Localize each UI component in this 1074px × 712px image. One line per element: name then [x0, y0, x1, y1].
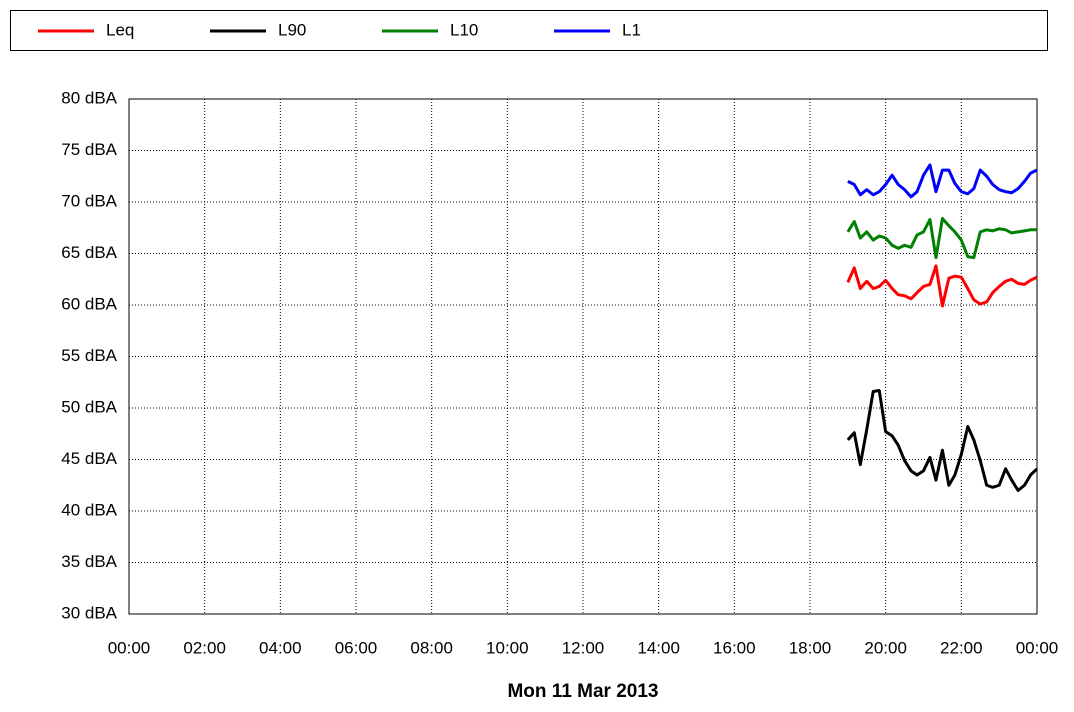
y-tick-label: 75 dBA: [61, 140, 117, 159]
legend-label: L90: [278, 20, 306, 39]
y-tick-label: 55 dBA: [61, 346, 117, 365]
series-line: [846, 216, 1037, 260]
series-line: [846, 264, 1038, 308]
legend-label: L10: [450, 20, 478, 39]
x-tick-label: 16:00: [713, 638, 756, 657]
x-tick-label: 06:00: [335, 638, 378, 657]
y-tick-label: 35 dBA: [61, 552, 117, 571]
x-tick-label: 00:00: [108, 638, 151, 657]
x-tick-label: 20:00: [864, 638, 907, 657]
y-tick-label: 30 dBA: [61, 603, 117, 622]
x-tick-label: 04:00: [259, 638, 302, 657]
legend-label: L1: [622, 20, 641, 39]
x-tick-label: 10:00: [486, 638, 529, 657]
y-tick-label: 60 dBA: [61, 294, 117, 313]
plot-frame: [128, 98, 1038, 615]
y-tick-label: 80 dBA: [61, 88, 117, 107]
x-axis-title: Mon 11 Mar 2013: [507, 681, 658, 702]
x-tick-label: 12:00: [562, 638, 605, 657]
y-tick-label: 65 dBA: [61, 243, 117, 262]
y-tick-label: 45 dBA: [61, 449, 117, 468]
y-tick-label: 50 dBA: [61, 397, 117, 416]
legend-box: [10, 10, 1048, 51]
legend-label: Leq: [106, 20, 134, 39]
x-tick-label: 18:00: [789, 638, 832, 657]
x-tick-label: 08:00: [410, 638, 453, 657]
x-tick-label: 00:00: [1016, 638, 1059, 657]
series-line: [847, 163, 1038, 199]
y-tick-label: 70 dBA: [61, 191, 117, 210]
series-line: [846, 388, 1039, 492]
y-tick-label: 40 dBA: [61, 500, 117, 519]
x-tick-label: 22:00: [940, 638, 983, 657]
x-tick-label: 14:00: [637, 638, 680, 657]
x-tick-label: 02:00: [183, 638, 226, 657]
